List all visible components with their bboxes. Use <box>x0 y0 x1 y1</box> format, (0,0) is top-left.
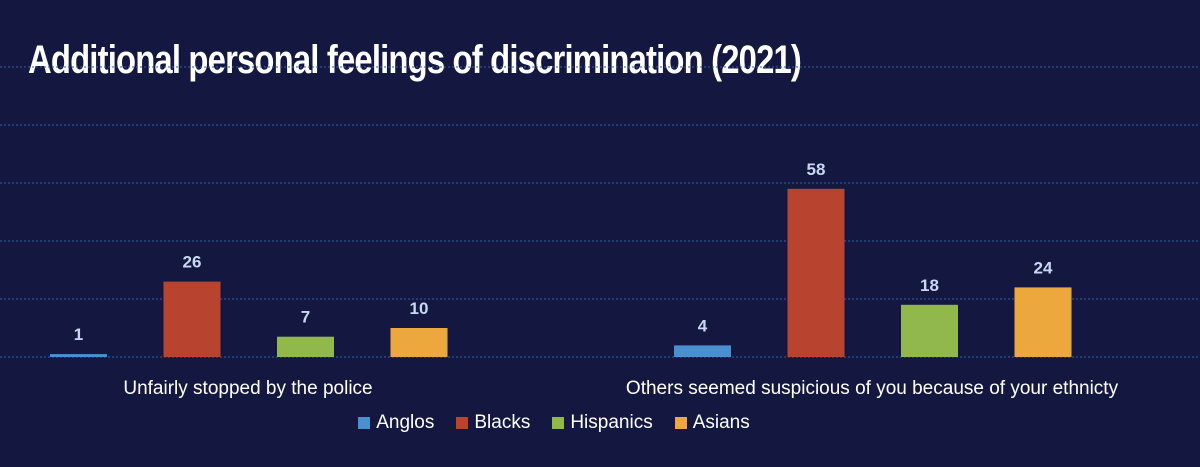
data-label: 18 <box>920 276 939 295</box>
legend-label: Anglos <box>376 412 435 433</box>
data-label: 7 <box>301 308 310 327</box>
category-labels: Unfairly stopped by the police Others see… <box>123 378 1118 399</box>
data-labels: 1 26 7 10 4 58 18 24 <box>74 160 1053 344</box>
legend-item-hispanics: Hispanics <box>552 412 653 434</box>
legend-item-blacks: Blacks <box>456 412 530 434</box>
category-label: Unfairly stopped by the police <box>123 378 372 399</box>
chart-title: Additional personal feelings of discrimi… <box>28 38 802 82</box>
data-label: 1 <box>74 325 83 344</box>
bar-asians-0 <box>390 328 448 357</box>
legend-swatch <box>552 417 565 429</box>
bar-blacks-1 <box>787 188 845 357</box>
data-label: 58 <box>807 160 826 179</box>
bar-hispanics-0 <box>277 336 334 357</box>
bar-hispanics-1 <box>901 304 958 357</box>
legend-label: Blacks <box>474 412 531 433</box>
category-label: Others seemed suspicious of you because … <box>626 378 1119 399</box>
bar-asians-1 <box>1014 287 1072 357</box>
legend-label: Hispanics <box>570 412 653 433</box>
data-label: 26 <box>183 253 202 272</box>
legend-swatch <box>456 417 469 429</box>
legend-item-anglos: Anglos <box>358 412 434 434</box>
legend-swatch <box>674 417 687 429</box>
data-label: 4 <box>698 316 708 335</box>
legend-swatch <box>358 417 371 429</box>
data-label: 24 <box>1034 258 1053 277</box>
legend-item-asians: Asians <box>674 412 750 434</box>
bar-blacks-0 <box>163 281 221 357</box>
legend-label: Asians <box>692 412 750 433</box>
data-label: 10 <box>410 299 429 318</box>
legend: Anglos Blacks Hispanics Asians <box>0 412 1108 434</box>
bar-anglos-0 <box>50 354 107 357</box>
bars <box>50 188 1072 357</box>
bar-anglos-1 <box>674 345 731 357</box>
